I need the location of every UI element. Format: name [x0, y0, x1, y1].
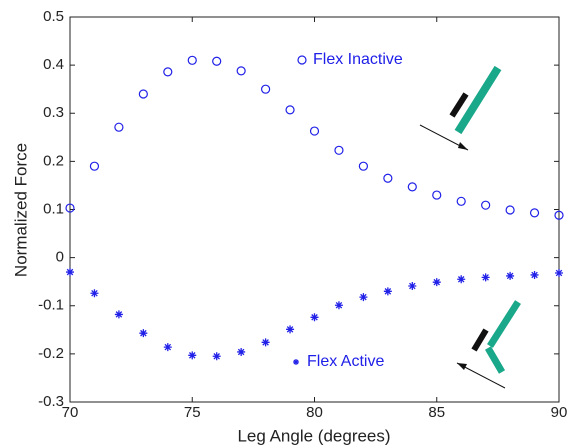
data-point	[114, 122, 124, 132]
data-point	[432, 278, 441, 287]
data-point	[359, 293, 368, 302]
data-point	[139, 329, 148, 338]
data-point	[383, 173, 393, 183]
data-point	[555, 269, 563, 278]
data-point	[456, 196, 466, 206]
data-point	[481, 273, 490, 282]
data-point	[285, 105, 295, 115]
data-point	[383, 287, 392, 296]
data-point	[66, 268, 74, 277]
x-axis-label: Leg Angle (degrees)	[237, 426, 390, 445]
y-axis-label: Normalized Force	[11, 143, 30, 277]
leg-diagram-top	[419, 65, 502, 151]
x-tick-label: 75	[184, 404, 201, 421]
data-point	[481, 200, 491, 210]
x-tick-label: 80	[306, 404, 323, 421]
data-point	[286, 325, 295, 334]
data-point	[187, 55, 197, 65]
leg-segment	[454, 65, 502, 135]
data-point	[310, 313, 319, 322]
data-point	[89, 161, 100, 171]
x-tick-label: 85	[428, 404, 445, 421]
x-tick-label: 90	[551, 404, 568, 421]
data-point	[236, 66, 246, 76]
data-point	[163, 343, 172, 352]
data-point	[408, 282, 417, 291]
data-point	[309, 126, 320, 136]
x-tick-label: 70	[62, 404, 79, 421]
data-point	[506, 271, 515, 280]
leg-segment	[487, 300, 521, 348]
data-point	[212, 56, 222, 66]
data-point	[334, 301, 343, 310]
data-point	[432, 190, 442, 200]
data-point	[138, 89, 148, 99]
data-point	[90, 289, 99, 298]
leg-diagram-bottom	[456, 300, 521, 389]
data-point	[358, 161, 368, 171]
data-point	[261, 338, 270, 347]
leg-segment	[484, 346, 506, 374]
arrow-head	[458, 142, 468, 150]
data-point	[554, 210, 564, 220]
legend-label: Flex Active	[307, 353, 384, 370]
data-point	[457, 275, 466, 284]
y-tick-label: 0.5	[43, 8, 64, 25]
data-point	[212, 352, 221, 361]
data-point	[163, 67, 173, 77]
data-point	[530, 270, 539, 279]
data-point	[334, 145, 344, 155]
y-tick-label: -0.2	[38, 345, 64, 362]
y-tick-label: 0.3	[43, 104, 64, 121]
y-tick-label: 0.4	[43, 56, 64, 73]
arrow-head	[457, 363, 467, 370]
y-tick-label: -0.1	[38, 297, 64, 314]
data-point	[407, 182, 417, 192]
muscle	[449, 92, 469, 118]
y-tick-label: -0.3	[38, 393, 64, 410]
data-point	[114, 310, 123, 319]
data-point	[505, 205, 515, 215]
y-tick-label: 0.1	[43, 200, 64, 217]
y-tick-label: 0.2	[43, 152, 64, 169]
data-point	[65, 203, 75, 213]
data-point	[261, 84, 271, 94]
legend-marker	[293, 359, 299, 365]
legend-marker	[297, 55, 307, 65]
legend-label: Flex Inactive	[313, 51, 403, 68]
muscle	[471, 328, 489, 352]
data-point	[188, 351, 197, 360]
data-point	[237, 347, 246, 356]
data-point	[529, 208, 540, 218]
y-tick-label: 0	[56, 249, 64, 266]
